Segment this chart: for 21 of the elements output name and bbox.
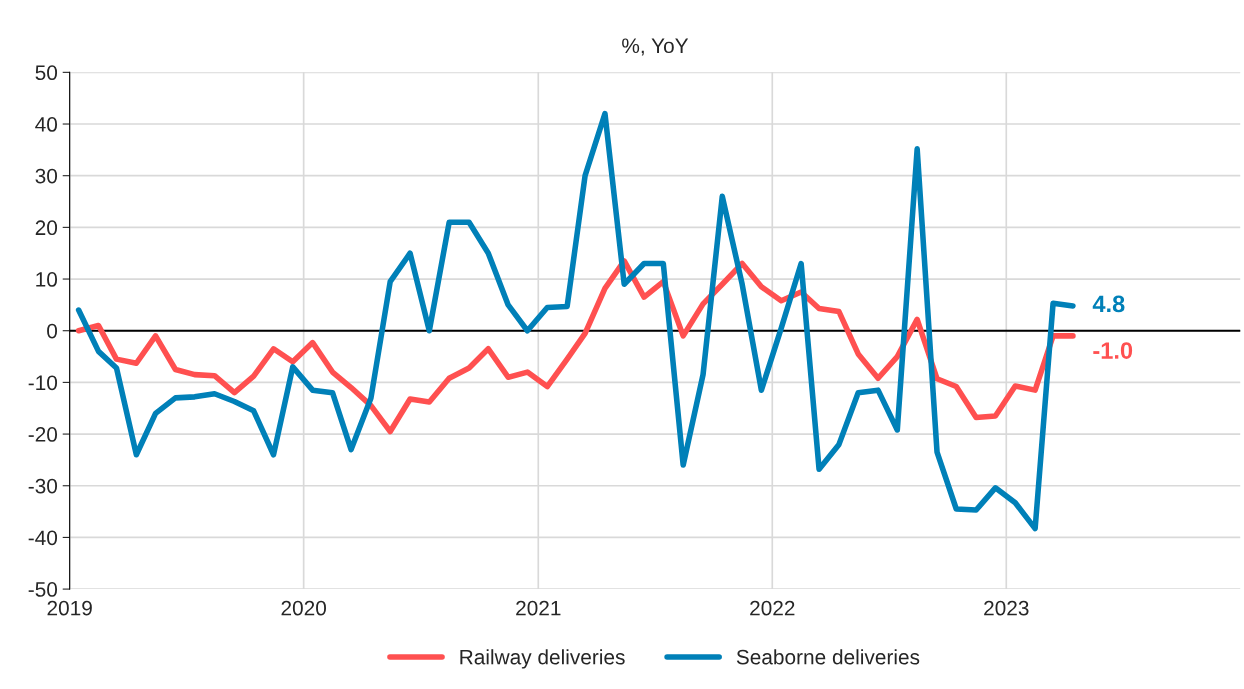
y-tick-label: 40: [35, 117, 58, 132]
x-tick-label: 2021: [516, 600, 561, 616]
y-tick-label: 20: [35, 220, 58, 236]
y-tick-label: -40: [28, 530, 58, 546]
x-tick-label: 2022: [750, 600, 795, 616]
y-tick-label: 0: [47, 323, 58, 339]
y-tick-label: 30: [35, 168, 58, 184]
y-tick-label: 10: [36, 272, 58, 287]
x-tick-label: 2020: [281, 600, 327, 616]
y-tick-label: -50: [28, 582, 58, 597]
legend-label: Seaborne deliveries: [736, 649, 920, 665]
y-tick-label: -30: [28, 478, 58, 494]
chart-title: %, YoY: [622, 38, 689, 56]
y-tick-label: -20: [28, 427, 58, 442]
legend-label: Railway deliveries: [460, 649, 625, 669]
y-tick-label: -10: [28, 375, 58, 391]
x-tick-label: 2023: [984, 600, 1029, 616]
data-label: -1.0: [1093, 342, 1133, 359]
x-tick-label: 2019: [47, 600, 92, 616]
y-tick-label: 50: [35, 65, 58, 81]
data-label: 4.8: [1092, 295, 1125, 313]
